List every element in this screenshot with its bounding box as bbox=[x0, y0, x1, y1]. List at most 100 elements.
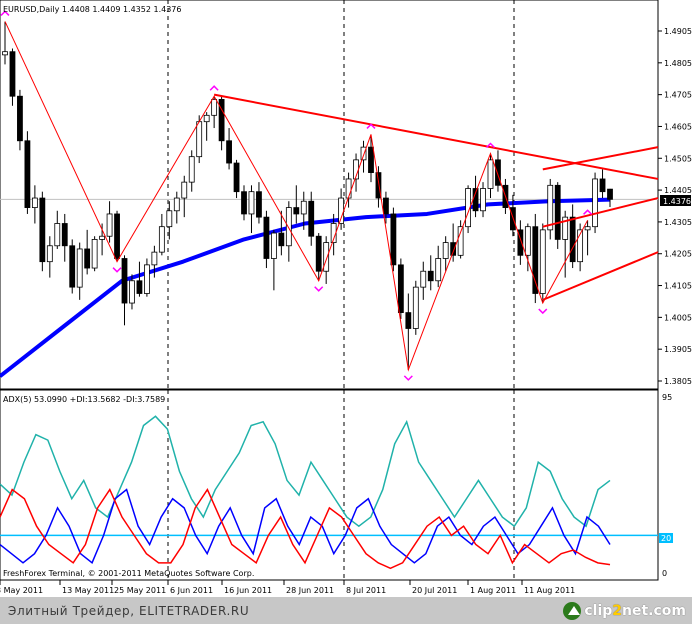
bear-candle bbox=[397, 264, 404, 313]
bull-candle bbox=[248, 191, 255, 215]
logo-end: net.com bbox=[622, 602, 686, 619]
channel-middle-line bbox=[542, 197, 659, 228]
bear-candle bbox=[278, 232, 285, 247]
bear-candle bbox=[427, 270, 434, 282]
adx-series-line bbox=[0, 415, 611, 528]
bull-candle bbox=[31, 197, 38, 208]
bull-candle bbox=[592, 178, 598, 228]
bear-candle bbox=[450, 242, 457, 256]
bull-candle bbox=[46, 245, 53, 263]
bull-candle bbox=[158, 226, 165, 253]
adx-scale-bottom: 0 bbox=[662, 569, 667, 578]
bear-candle bbox=[495, 159, 501, 186]
bull-candle bbox=[166, 210, 173, 228]
bull-candle bbox=[487, 159, 494, 189]
bear-candle bbox=[136, 280, 143, 294]
bull-candle bbox=[54, 223, 61, 247]
bull-candle bbox=[173, 197, 180, 212]
bear-candle bbox=[607, 188, 613, 200]
candles bbox=[2, 21, 613, 370]
time-tick-label: 28 Jun 2011 bbox=[286, 586, 334, 595]
fractal-down-arrow bbox=[112, 267, 122, 273]
clip2net-logo[interactable]: clip2net.com bbox=[563, 600, 686, 621]
bear-candle bbox=[315, 235, 322, 272]
bull-candle bbox=[300, 200, 307, 215]
bull-candle bbox=[524, 226, 531, 256]
bear-candle bbox=[390, 213, 397, 266]
bear-candle bbox=[226, 140, 232, 164]
current-price-label: 1.4376 bbox=[663, 197, 691, 206]
fractal-down-arrow bbox=[538, 308, 548, 315]
bear-candle bbox=[405, 312, 412, 329]
bear-candle bbox=[263, 216, 270, 259]
bear-candle bbox=[233, 162, 240, 193]
bull-candle bbox=[181, 181, 188, 199]
price-tick-label: 1.4405 bbox=[664, 186, 692, 195]
bull-candle bbox=[412, 286, 419, 329]
channel-upper-line bbox=[542, 146, 659, 171]
bear-candle bbox=[121, 258, 128, 304]
fractal-up-arrow bbox=[0, 10, 10, 16]
bull-candle bbox=[562, 216, 569, 240]
bear-candle bbox=[368, 146, 374, 173]
time-tick-label: 25 May 2011 bbox=[114, 586, 166, 595]
price-tick-label: 1.4305 bbox=[664, 218, 692, 227]
copyright-text: FreshForex Terminal, © 2001-2011 MetaQuo… bbox=[3, 569, 254, 578]
time-tick-label: 1 Aug 2011 bbox=[470, 586, 516, 595]
adx-title: ADX(5) 53.0990 +DI:13.5682 -DI:3.7589 bbox=[3, 395, 165, 404]
bull-candle bbox=[144, 264, 150, 294]
fractal-up-arrow bbox=[583, 209, 593, 215]
bear-candle bbox=[24, 140, 31, 208]
bear-candle bbox=[517, 229, 524, 256]
bear-candle bbox=[61, 223, 68, 247]
footer-bar: Элитный Трейдер, ELITETRADER.RU clip2net… bbox=[0, 597, 692, 624]
bear-candle bbox=[599, 178, 606, 193]
logo-num: 2 bbox=[612, 602, 623, 619]
bear-candle bbox=[114, 213, 120, 259]
period-separators bbox=[167, 0, 515, 580]
bear-candle bbox=[84, 248, 91, 269]
bull-candle bbox=[188, 156, 195, 183]
fractal-down-arrow bbox=[314, 286, 324, 292]
zigzag-line bbox=[4, 21, 589, 372]
bear-candle bbox=[69, 245, 76, 288]
adx-lines bbox=[0, 415, 658, 570]
logo-text: clip2net.com bbox=[584, 603, 686, 619]
time-tick-label: 8 Jul 2011 bbox=[346, 586, 386, 595]
adx-scale-top: 95 bbox=[662, 393, 672, 402]
minus-di-series-line bbox=[0, 488, 611, 570]
time-tick-label: 20 Jul 2011 bbox=[412, 586, 457, 595]
fractal-arrows bbox=[0, 10, 593, 381]
zigzag-path bbox=[4, 21, 589, 372]
adx-level-badge bbox=[659, 533, 673, 543]
adx-scale-level: 20 bbox=[661, 534, 671, 543]
fractal-up-arrow bbox=[366, 123, 376, 129]
bull-candle bbox=[323, 242, 330, 272]
bear-candle bbox=[569, 216, 576, 263]
bear-candle bbox=[17, 95, 23, 142]
bull-candle bbox=[465, 188, 471, 228]
time-tick-label: 13 May 2011 bbox=[62, 586, 114, 595]
bull-candle bbox=[345, 178, 352, 199]
bull-candle bbox=[91, 239, 98, 269]
channel-lower-line bbox=[542, 251, 659, 301]
bull-candle bbox=[2, 51, 8, 56]
bull-candle bbox=[547, 184, 554, 231]
logo-main: clip bbox=[584, 602, 613, 619]
bear-candle bbox=[375, 172, 382, 199]
bear-candle bbox=[554, 184, 561, 240]
fractal-down-arrow bbox=[403, 375, 413, 381]
price-tick-label: 1.4105 bbox=[664, 282, 692, 291]
bear-candle bbox=[308, 200, 315, 237]
price-tick-label: 1.3805 bbox=[664, 377, 692, 386]
price-tick-label: 1.3905 bbox=[664, 345, 692, 354]
upload-arrow-icon bbox=[563, 601, 582, 620]
bear-candle bbox=[256, 191, 262, 218]
price-tick-label: 1.4005 bbox=[664, 313, 692, 322]
bear-candle bbox=[9, 51, 16, 97]
bull-candle bbox=[480, 188, 486, 212]
time-tick-label: 16 Jun 2011 bbox=[224, 586, 272, 595]
bull-candle bbox=[338, 197, 345, 224]
bull-candle bbox=[285, 207, 292, 247]
price-and-indicator-chart[interactable]: 1.4905 1.4805 1.4705 1.4605 1.4505 1.4405 1.43… bbox=[0, 0, 692, 597]
